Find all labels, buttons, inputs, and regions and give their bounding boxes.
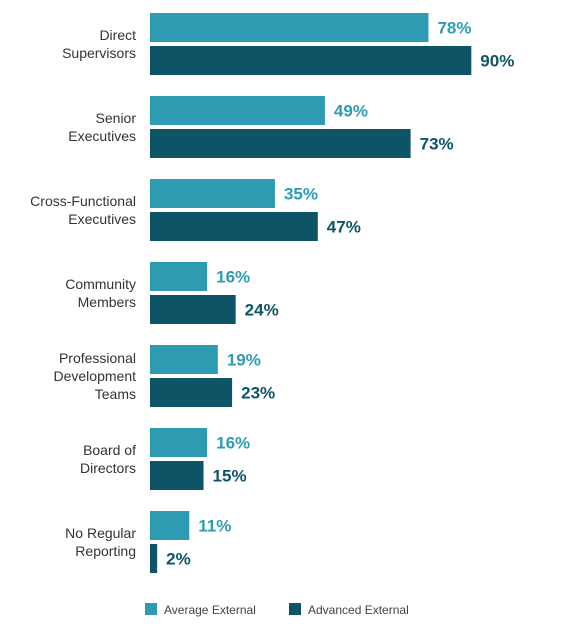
category-label-3-line-0: Community: [65, 276, 136, 292]
category-label-3-line-1: Members: [78, 294, 136, 310]
category-label-2-line-1: Executives: [68, 211, 136, 227]
category-label-5-line-1: Directors: [80, 460, 136, 476]
bar-average-2: [150, 179, 275, 208]
legend: Average External Advanced External: [145, 603, 409, 617]
bar-average-6: [150, 511, 190, 540]
legend-swatch-average: [145, 603, 157, 615]
bars-layer: 78% 90% 49% 73% 35% 47% 16% 24% 19% 23% 16% 15% 11% 2…: [150, 13, 514, 573]
value-label-average-4: 19%: [227, 351, 261, 370]
bar-advanced-4: [150, 378, 233, 407]
value-label-average-1: 49%: [334, 102, 368, 121]
legend-swatch-advanced: [289, 603, 301, 615]
value-label-advanced-3: 24%: [245, 301, 279, 320]
bar-advanced-5: [150, 461, 204, 490]
bar-average-0: [150, 13, 429, 42]
bar-advanced-3: [150, 295, 236, 324]
bar-average-3: [150, 262, 208, 291]
value-label-advanced-5: 15%: [213, 467, 247, 486]
category-label-1-line-0: Senior: [96, 110, 137, 126]
category-label-6-line-1: Reporting: [75, 543, 136, 559]
value-label-average-5: 16%: [216, 434, 250, 453]
category-label-2-line-0: Cross-Functional: [30, 193, 136, 209]
value-label-advanced-6: 2%: [166, 550, 191, 569]
category-label-5-line-0: Board of: [83, 442, 136, 458]
category-label-1-line-1: Executives: [68, 128, 136, 144]
category-label-0-line-1: Supervisors: [62, 45, 136, 61]
bar-average-5: [150, 428, 208, 457]
category-label-4-line-2: Teams: [95, 386, 136, 402]
value-label-average-0: 78%: [437, 19, 471, 38]
bar-advanced-6: [150, 544, 158, 573]
value-label-advanced-1: 73%: [420, 135, 454, 154]
bar-average-4: [150, 345, 218, 374]
value-label-advanced-2: 47%: [327, 218, 361, 237]
value-label-advanced-4: 23%: [241, 384, 275, 403]
category-labels: Direct Supervisors Senior Executives Cross-F…: [30, 27, 136, 559]
category-label-6-line-0: No Regular: [65, 525, 136, 541]
category-label-4-line-1: Development: [54, 368, 137, 384]
bar-advanced-2: [150, 212, 318, 241]
value-label-advanced-0: 90%: [480, 52, 514, 71]
bar-average-1: [150, 96, 325, 125]
category-label-0-line-0: Direct: [99, 27, 136, 43]
bar-advanced-1: [150, 129, 411, 158]
value-label-average-6: 11%: [198, 517, 231, 536]
legend-label-average: Average External: [164, 603, 256, 617]
bar-advanced-0: [150, 46, 472, 75]
value-label-average-2: 35%: [284, 185, 318, 204]
value-label-average-3: 16%: [216, 268, 250, 287]
category-label-4-line-0: Professional: [59, 350, 136, 366]
legend-label-advanced: Advanced External: [308, 603, 409, 617]
